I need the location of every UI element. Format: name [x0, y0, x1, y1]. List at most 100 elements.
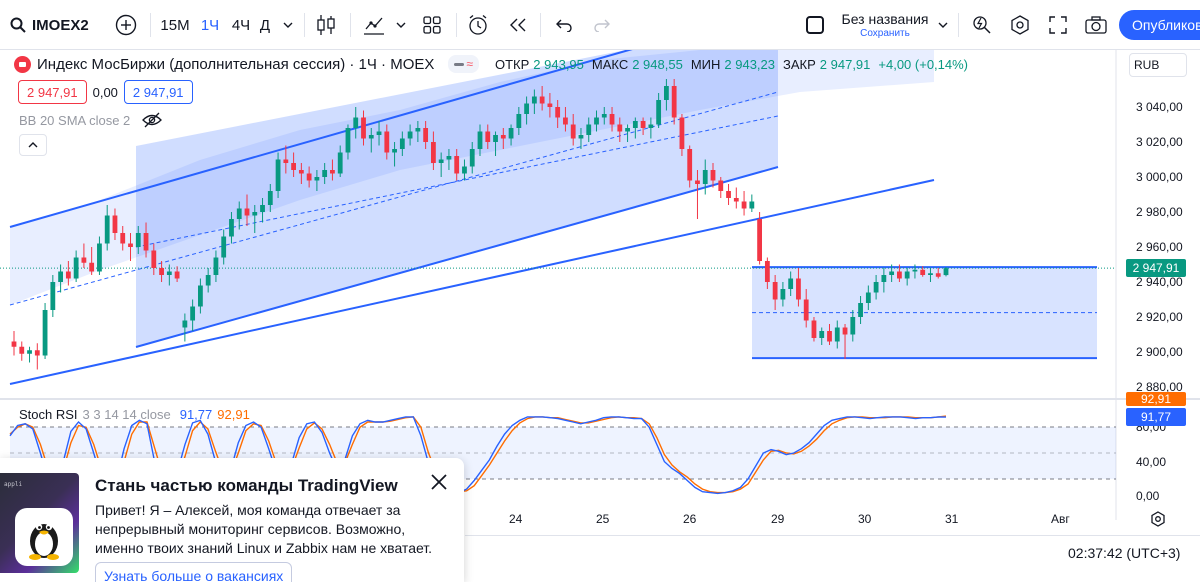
candle-body[interactable]: [749, 201, 755, 209]
time-axis-settings-button[interactable]: [1150, 511, 1166, 532]
compare-symbol-button[interactable]: [112, 8, 140, 42]
candle-body[interactable]: [516, 114, 522, 128]
candle-body[interactable]: [182, 320, 188, 328]
alert-button[interactable]: [464, 8, 492, 42]
candle-body[interactable]: [943, 268, 949, 276]
candle-body[interactable]: [291, 163, 296, 170]
candle-body[interactable]: [531, 96, 537, 104]
candle-body[interactable]: [244, 208, 250, 216]
candle-body[interactable]: [842, 327, 848, 335]
candle-body[interactable]: [625, 128, 630, 132]
candle-body[interactable]: [741, 201, 747, 209]
candle-body[interactable]: [89, 262, 95, 272]
candle-body[interactable]: [384, 131, 390, 153]
candle-body[interactable]: [873, 282, 879, 293]
candle-body[interactable]: [889, 271, 895, 276]
candle-body[interactable]: [904, 271, 910, 279]
candle-body[interactable]: [368, 135, 374, 139]
candle-body[interactable]: [221, 236, 227, 258]
channel-mid-line[interactable]: [135, 166, 779, 348]
currency-selector[interactable]: RUB: [1129, 53, 1187, 77]
candle-body[interactable]: [27, 350, 32, 354]
candle-body[interactable]: [850, 317, 856, 335]
series-title[interactable]: Индекс МосБиржи (дополнительная сессия) …: [37, 55, 435, 73]
candle-body[interactable]: [710, 170, 716, 181]
interval-1d[interactable]: Д: [259, 16, 271, 34]
candle-body[interactable]: [415, 128, 421, 132]
candle-body[interactable]: [524, 103, 529, 115]
layout-checkbox[interactable]: [806, 16, 824, 34]
candle-body[interactable]: [928, 273, 933, 275]
candle-body[interactable]: [632, 121, 638, 128]
candle-body[interactable]: [477, 131, 483, 150]
main-series-legend[interactable]: Индекс МосБиржи (дополнительная сессия) …: [14, 55, 972, 73]
candle-body[interactable]: [827, 331, 832, 342]
candle-body[interactable]: [50, 282, 56, 310]
candle-body[interactable]: [454, 156, 460, 174]
candle-body[interactable]: [159, 268, 164, 275]
candle-body[interactable]: [392, 149, 397, 153]
symbol-search-button[interactable]: IMOEX2: [10, 8, 89, 42]
buy-price-button[interactable]: 2 947,91: [123, 80, 193, 104]
series-visibility-toggle[interactable]: ≈: [448, 55, 479, 73]
candle-body[interactable]: [834, 327, 840, 342]
candle-body[interactable]: [361, 117, 366, 139]
candle-body[interactable]: [345, 128, 351, 153]
candle-body[interactable]: [695, 180, 700, 185]
candle-body[interactable]: [555, 107, 561, 118]
candle-body[interactable]: [469, 149, 475, 167]
candle-body[interactable]: [376, 131, 382, 136]
indicators-dropdown[interactable]: [392, 8, 410, 42]
candle-body[interactable]: [788, 278, 794, 290]
candle-body[interactable]: [151, 250, 157, 269]
candle-body[interactable]: [796, 278, 801, 300]
interval-dropdown[interactable]: [278, 8, 298, 42]
candle-body[interactable]: [120, 233, 126, 244]
replay-button[interactable]: [504, 8, 532, 42]
candle-body[interactable]: [213, 257, 219, 276]
candles-group[interactable]: [11, 79, 949, 370]
candle-body[interactable]: [135, 233, 141, 247]
candle-body[interactable]: [609, 114, 615, 125]
candle-body[interactable]: [780, 289, 786, 300]
interval-4h[interactable]: 4Ч: [231, 16, 251, 34]
sell-price-button[interactable]: 2 947,91: [18, 80, 87, 104]
candle-body[interactable]: [275, 159, 281, 192]
candle-body[interactable]: [640, 121, 646, 128]
candle-body[interactable]: [42, 310, 48, 356]
candle-body[interactable]: [733, 198, 739, 202]
candle-body[interactable]: [679, 117, 685, 150]
candle-body[interactable]: [73, 257, 79, 279]
eye-off-icon[interactable]: [142, 112, 163, 128]
candle-body[interactable]: [586, 124, 592, 136]
fullscreen-button[interactable]: [1044, 8, 1072, 42]
candle-body[interactable]: [601, 114, 607, 118]
candle-body[interactable]: [65, 271, 71, 279]
candle-body[interactable]: [664, 86, 669, 100]
timezone-clock[interactable]: 02:37:42 (UTC+3): [1068, 545, 1181, 561]
candle-body[interactable]: [399, 138, 405, 150]
candle-body[interactable]: [446, 156, 452, 160]
layout-title-button[interactable]: Без названия Сохранить: [806, 8, 948, 42]
candle-body[interactable]: [811, 320, 817, 339]
candle-body[interactable]: [314, 177, 320, 181]
candle-body[interactable]: [578, 135, 584, 139]
candle-body[interactable]: [128, 243, 133, 248]
quick-search-button[interactable]: [968, 8, 996, 42]
candle-body[interactable]: [236, 208, 242, 220]
candle-body[interactable]: [718, 180, 724, 192]
candle-body[interactable]: [112, 215, 118, 234]
redo-button[interactable]: [588, 8, 616, 42]
candle-body[interactable]: [353, 117, 359, 129]
candle-body[interactable]: [539, 96, 545, 104]
chart-type-button[interactable]: [312, 8, 340, 42]
candle-body[interactable]: [19, 346, 25, 354]
candle-body[interactable]: [298, 170, 304, 174]
candle-body[interactable]: [671, 86, 677, 118]
candle-body[interactable]: [229, 219, 234, 237]
stoch-rsi-legend[interactable]: Stoch RSI 3 3 14 14 close 91,77 92,91: [19, 407, 250, 422]
candle-body[interactable]: [97, 243, 102, 272]
candle-body[interactable]: [912, 269, 918, 272]
undo-button[interactable]: [550, 8, 578, 42]
candle-body[interactable]: [260, 205, 265, 212]
